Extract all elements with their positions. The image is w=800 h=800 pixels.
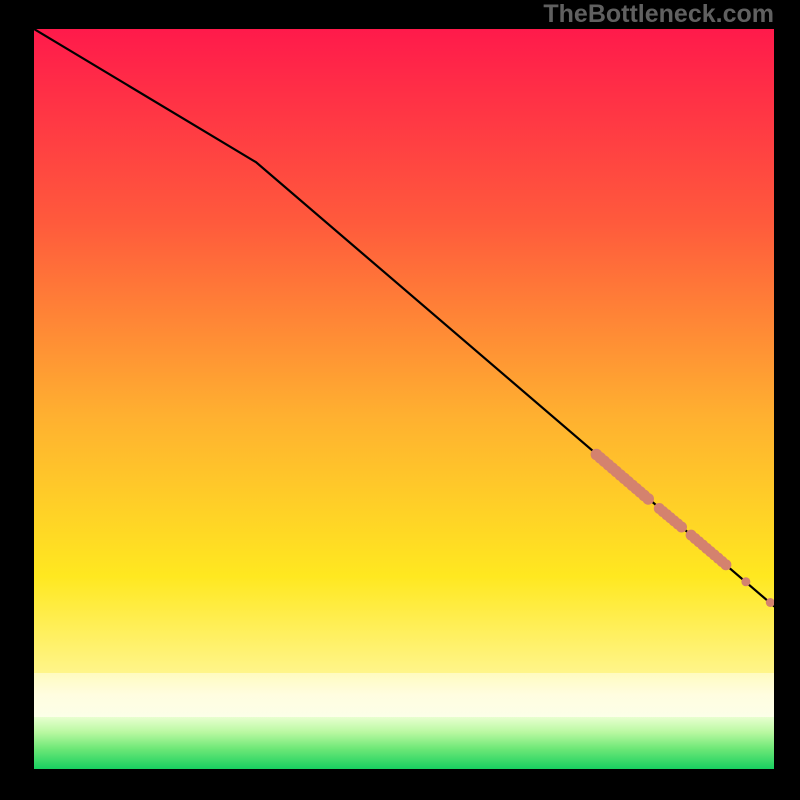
bottleneck-curve: [34, 29, 774, 606]
watermark-text: TheBottleneck.com: [543, 0, 774, 29]
plot-area: [34, 29, 774, 769]
data-point: [642, 493, 654, 505]
data-point: [676, 522, 687, 533]
data-point: [741, 577, 750, 586]
chart-overlay: [34, 29, 774, 769]
data-point: [720, 559, 731, 570]
